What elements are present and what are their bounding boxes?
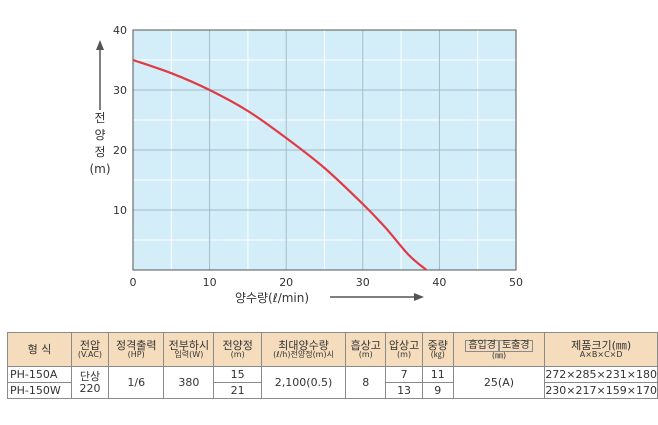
max-flow-cell: 2,100(0.5) [260,366,347,399]
y-axis-label: 전 [94,111,105,125]
header-output: 정격출력 (HP) [108,332,165,367]
y-axis-label: 양 [94,128,105,142]
weight-cell: 11 [421,366,454,383]
x-axis-arrow-head [414,293,424,301]
header-model: 형 식 [7,332,72,367]
header-weight: 중량 (㎏) [421,332,454,367]
size-cell: 230×217×159×170 [544,382,658,399]
header-input: 전부하시 입력(W) [163,332,215,367]
x-tick-label: 10 [203,276,217,289]
model-cell: PH-150W [7,382,72,399]
y-tick-label: 40 [113,24,127,37]
y-axis-label: 정 [94,145,105,159]
header-total-head: 전양정 (m) [213,332,262,367]
head-cell: 21 [213,382,262,399]
table-row: PH-150W 21 13 9 230×217×159×170 [7,382,658,399]
y-axis-arrow-head [96,40,104,50]
diameter-cell: 25(A) [452,366,546,399]
pressure-lift-cell: 13 [385,382,423,399]
suction-cell: 8 [345,366,387,399]
header-suction-lift: 흡상고 (m) [345,332,387,367]
y-tick-label: 30 [113,84,127,97]
table-header-row: 형 식 전압 (V.AC) 정격출력 (HP) 전부하시 입력(W) 전양정 (m) 최… [7,332,658,367]
x-axis-label: 양수량(ℓ/min) [235,291,309,305]
table-row: PH-150A 단상220 1/6 380 15 2,100(0.5) 8 7 … [7,366,658,399]
pump-performance-chart: 0 10 20 30 40 50 10 20 30 40 전양정 (m) 양수량(ℓ/min) [89,24,523,305]
x-tick-label: 50 [509,276,523,289]
performance-curve [132,58,428,271]
header-size: 제품크기(㎜) A×B×C×D [544,332,658,367]
header-max-flow: 최대양수량 (ℓ/h)전양정(m)시 [260,332,347,367]
weight-cell: 9 [421,382,454,399]
head-cell: 15 [213,366,262,383]
voltage-cell: 단상220 [70,366,110,399]
header-pressure-lift: 압상고 (m) [385,332,423,367]
header-diameter: 흡입경 토출경 (㎜) [452,332,546,367]
pressure-lift-cell: 7 [385,366,423,383]
size-cell: 272×285×231×180 [544,366,658,383]
spec-table: 형 식 전압 (V.AC) 정격출력 (HP) 전부하시 입력(W) 전양정 (m) 최… [7,332,658,399]
input-cell: 380 [163,366,215,399]
x-tick-label: 40 [432,276,446,289]
y-axis-label: (m) [89,162,110,176]
x-tick-label: 30 [356,276,370,289]
y-tick-label: 10 [113,204,127,217]
x-tick-label: 20 [279,276,293,289]
header-voltage: 전압 (V.AC) [70,332,110,367]
model-cell: PH-150A [7,366,72,383]
plot-border [132,29,517,271]
output-cell: 1/6 [108,366,165,399]
y-tick-label: 20 [113,144,127,157]
x-tick-label: 0 [130,276,137,289]
